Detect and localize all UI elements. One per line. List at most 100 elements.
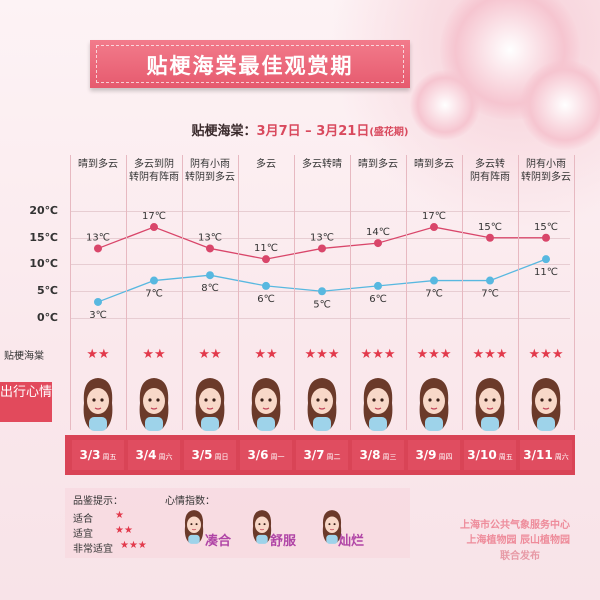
weather-text: 阴有小雨 xyxy=(526,159,566,170)
column-divider xyxy=(350,155,351,430)
rating-legend-title: 品鉴提示： xyxy=(73,496,123,507)
high-temp-label: 15℃ xyxy=(534,222,558,233)
rating-stars: ★★★ xyxy=(304,347,340,362)
date-label: 3/7 xyxy=(303,448,325,462)
rating-stars: ★★ xyxy=(142,347,166,362)
rating-stars: ★★★ xyxy=(528,347,564,362)
column-divider xyxy=(574,155,575,430)
low-temp-label: 6℃ xyxy=(257,294,275,305)
high-temp-point xyxy=(374,239,382,248)
date-cell: 3/6 周一 xyxy=(240,440,292,470)
low-temp-point xyxy=(150,276,158,285)
low-temp-label: 8℃ xyxy=(201,283,219,294)
rating-stars: ★★ xyxy=(115,525,133,536)
date-cell: 3/7 周二 xyxy=(296,440,348,470)
bloom-period-prefix: 贴梗海棠： xyxy=(191,124,257,139)
weekday-label: 周日 xyxy=(214,453,229,461)
mood-word: 灿烂 xyxy=(338,534,365,549)
date-cell: 3/8 周三 xyxy=(352,440,404,470)
y-tick: 20℃ xyxy=(29,204,58,217)
low-temp-label: 11℃ xyxy=(534,267,558,278)
mood-face-icon xyxy=(412,373,456,433)
rating-stars: ★★ xyxy=(198,347,222,362)
low-temp-point xyxy=(374,281,382,290)
rating-label: 适合 xyxy=(73,514,93,525)
rating-stars: ★ xyxy=(115,510,124,521)
weather-text: 转阴有阵雨 xyxy=(129,172,179,183)
high-temp-label: 17℃ xyxy=(142,211,166,222)
date-label: 3/10 xyxy=(467,448,497,462)
weather-text: 多云 xyxy=(256,159,276,170)
column-divider xyxy=(70,155,71,430)
mood-row-text: 出行心情 xyxy=(0,385,53,400)
date-cell: 3/4 周六 xyxy=(128,440,180,470)
y-tick: 15℃ xyxy=(29,231,58,244)
bloom-period-range: 3月7日 – 3月21日 xyxy=(256,124,370,139)
column-divider xyxy=(126,155,127,430)
mood-face-icon xyxy=(248,505,276,547)
page-title: 贴梗海棠最佳观赏期 xyxy=(146,54,354,78)
column-divider xyxy=(238,155,239,430)
low-temp-label: 7℃ xyxy=(481,289,499,300)
low-temp-label: 5℃ xyxy=(313,299,331,310)
column-divider xyxy=(294,155,295,430)
date-label: 3/11 xyxy=(523,448,553,462)
mood-face-icon xyxy=(300,373,344,433)
weather-cell: 多云转晴 xyxy=(294,158,350,171)
publisher-note: 联合发布 xyxy=(500,551,540,562)
rating-label: 适宜 xyxy=(73,529,93,540)
mood-face-icon xyxy=(468,373,512,433)
high-temp-point xyxy=(206,244,214,253)
high-temp-point xyxy=(94,244,102,253)
high-temp-label: 13℃ xyxy=(86,232,110,243)
low-temp-point xyxy=(542,255,550,264)
low-temp-label: 7℃ xyxy=(425,289,443,300)
rating-stars: ★★★ xyxy=(472,347,508,362)
weather-cell: 阴有小雨 转阴到多云 xyxy=(182,158,238,184)
date-cell: 3/9 周四 xyxy=(408,440,460,470)
date-cell: 3/5 周日 xyxy=(184,440,236,470)
low-temp-label: 7℃ xyxy=(145,289,163,300)
date-label: 3/5 xyxy=(191,448,213,462)
rating-stars: ★★★ xyxy=(360,347,396,362)
weather-text: 多云转晴 xyxy=(302,159,342,170)
weather-cell: 多云转 阴有阵雨 xyxy=(462,158,518,184)
date-cell: 3/11 周六 xyxy=(520,440,572,470)
publisher-line: 上海植物园 辰山植物园 xyxy=(466,535,570,546)
rating-stars: ★★ xyxy=(254,347,278,362)
grid-line xyxy=(70,318,570,319)
y-tick: 5℃ xyxy=(37,284,58,297)
grid-line xyxy=(70,238,570,239)
title-banner: 贴梗海棠最佳观赏期 xyxy=(90,40,410,88)
mood-word: 凑合 xyxy=(205,534,232,549)
weekday-label: 周三 xyxy=(382,453,397,461)
weekday-label: 周六 xyxy=(554,453,569,461)
stars-row-label: 贴梗海棠 xyxy=(4,351,44,362)
date-label: 3/8 xyxy=(359,448,381,462)
weekday-label: 周五 xyxy=(498,453,513,461)
high-temp-point xyxy=(318,244,326,253)
weather-text: 阴有阵雨 xyxy=(470,172,510,183)
mood-face-icon xyxy=(524,373,568,433)
low-temp-label: 6℃ xyxy=(369,294,387,305)
rating-label: 非常适宜 xyxy=(73,544,113,555)
bloom-period-note: (盛花期) xyxy=(369,127,409,138)
column-divider xyxy=(518,155,519,430)
low-temp-line xyxy=(97,258,547,303)
date-cell: 3/3 周五 xyxy=(72,440,124,470)
weekday-label: 周五 xyxy=(102,453,117,461)
weather-cell: 晴到多云 xyxy=(70,158,126,171)
mood-face-icon xyxy=(318,505,346,547)
low-temp-label: 3℃ xyxy=(89,310,107,321)
high-temp-label: 11℃ xyxy=(254,243,278,254)
rating-stars: ★★★ xyxy=(416,347,452,362)
weather-cell: 多云 xyxy=(238,158,294,171)
high-temp-label: 17℃ xyxy=(422,211,446,222)
blossom-decoration xyxy=(410,70,480,140)
rating-stars: ★★★ xyxy=(120,540,147,551)
high-temp-point xyxy=(542,233,550,242)
weather-cell: 多云到阴 转阴有阵雨 xyxy=(126,158,182,184)
high-temp-point xyxy=(486,233,494,242)
low-temp-point xyxy=(430,276,438,285)
